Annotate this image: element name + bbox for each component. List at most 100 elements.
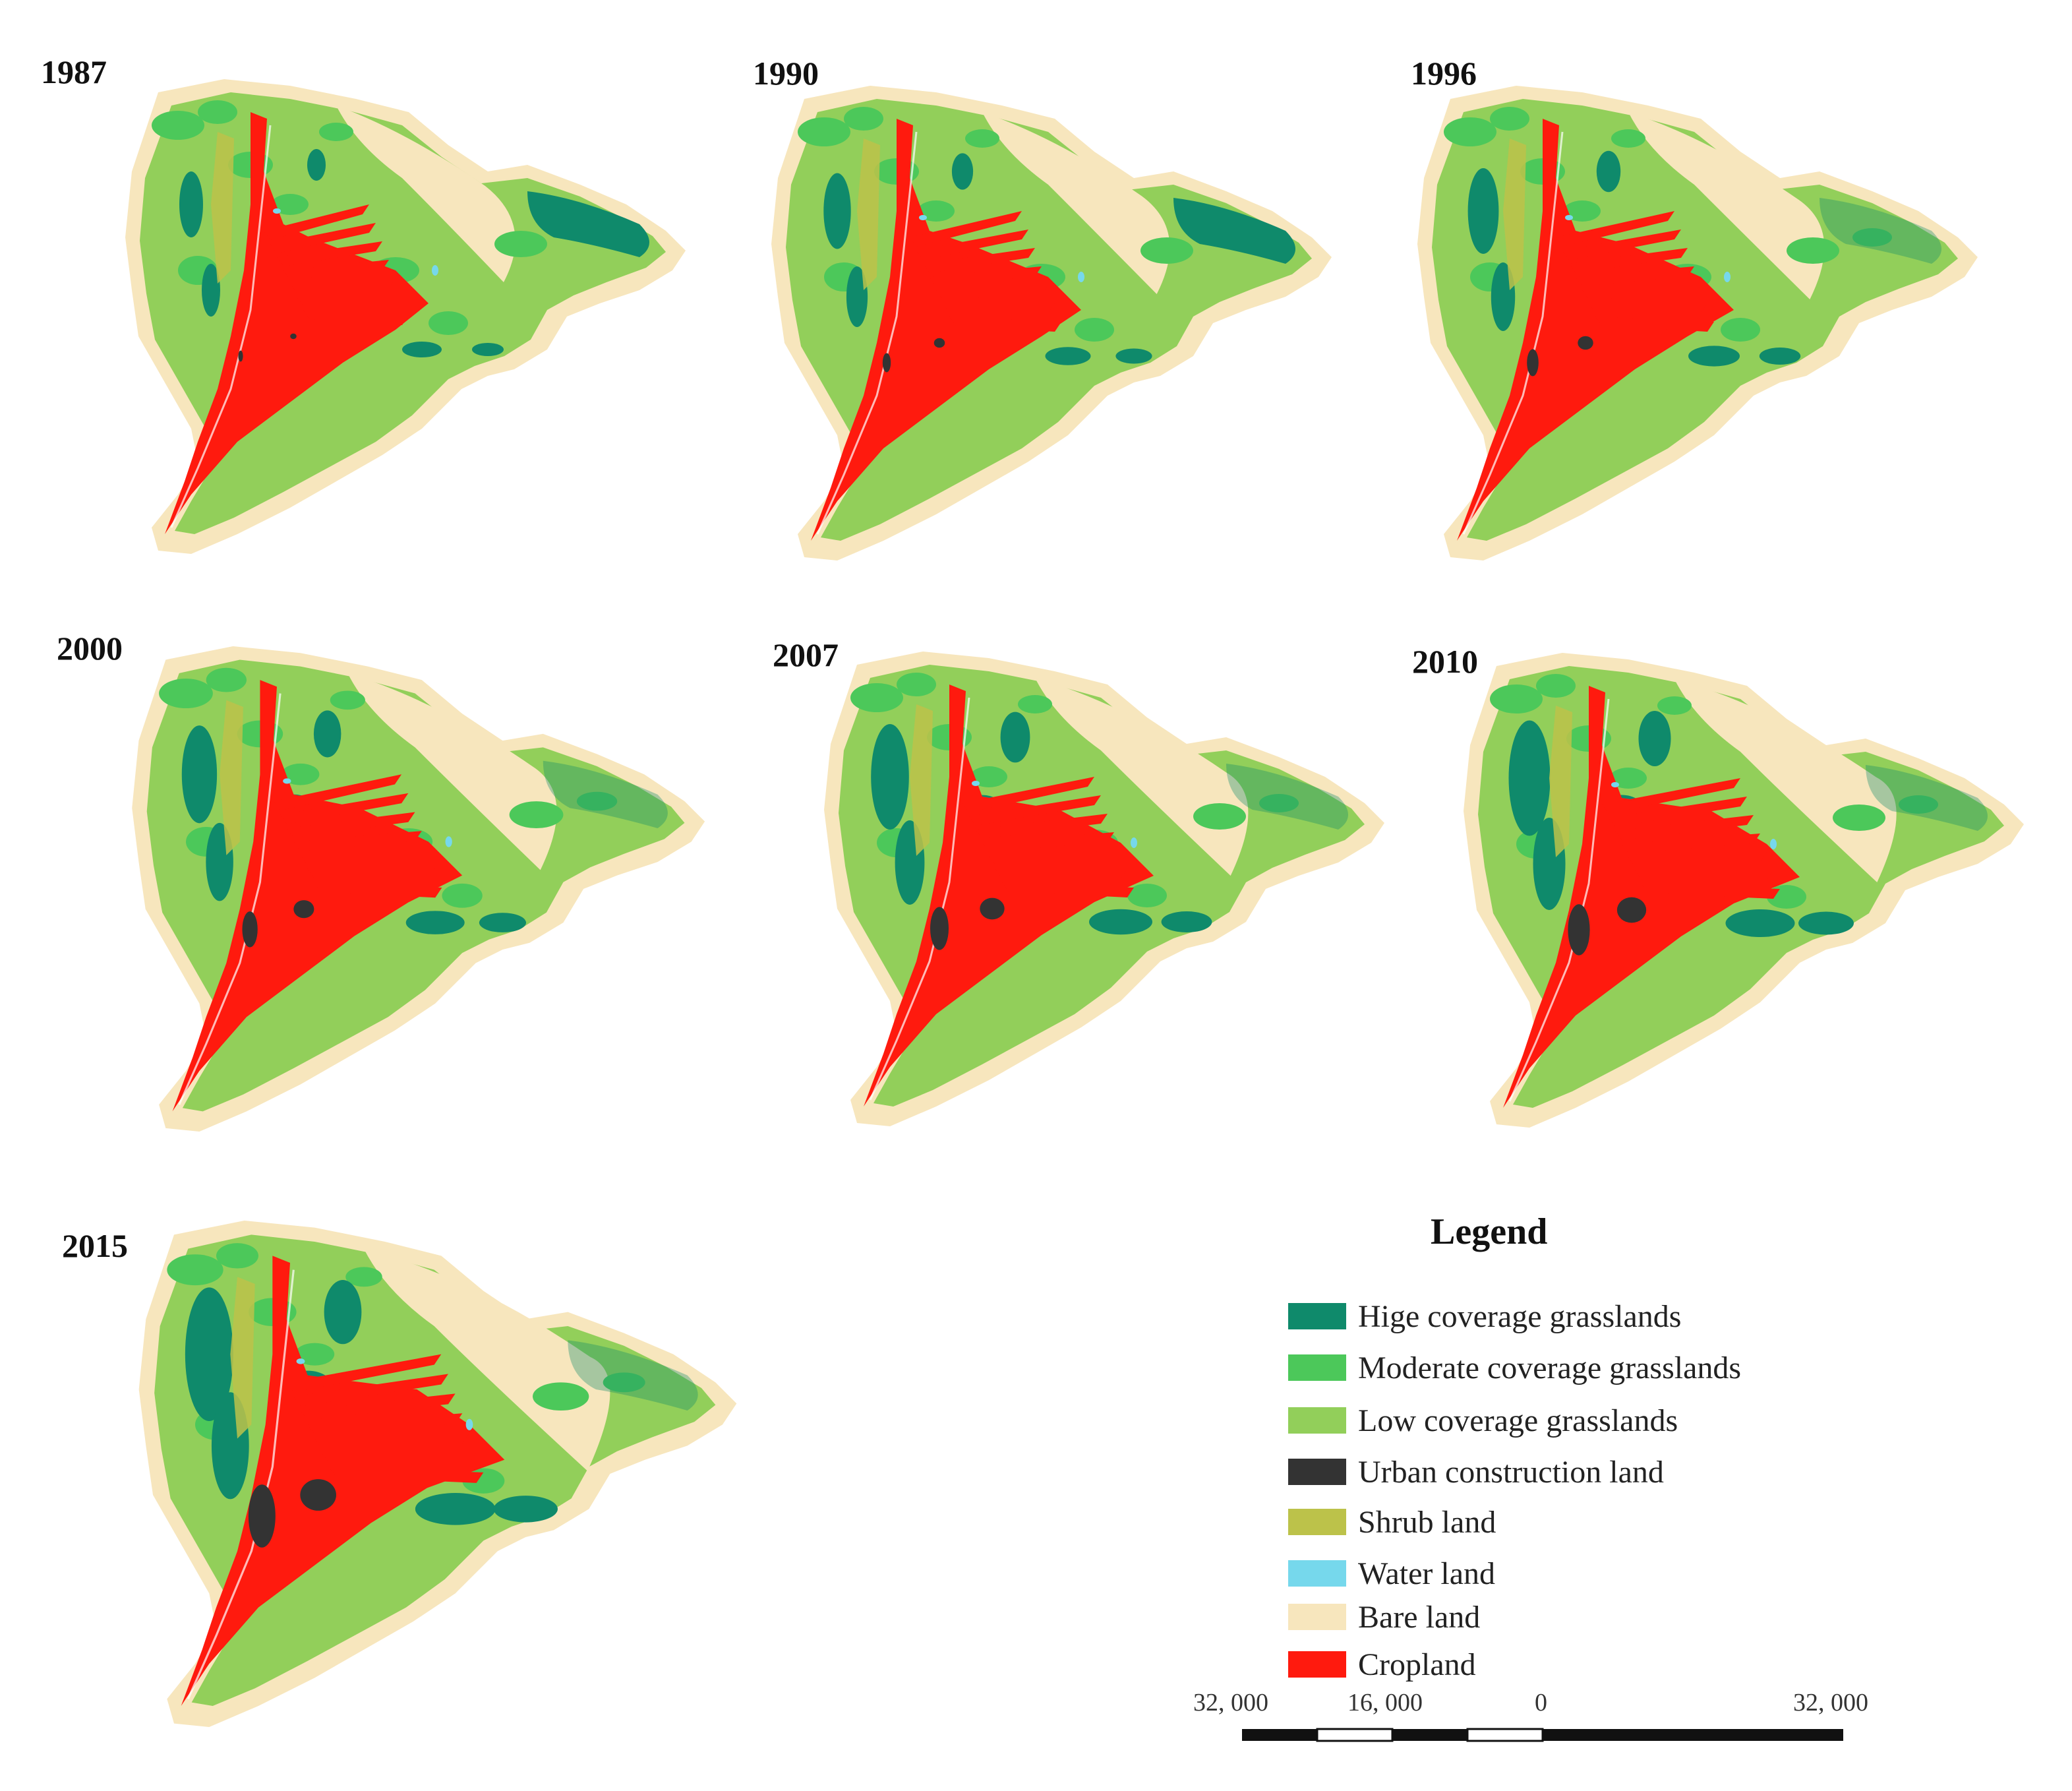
shrub-land-strip xyxy=(1503,138,1526,290)
moderate-grassland-patch xyxy=(295,1343,335,1366)
cropland-region xyxy=(165,112,429,534)
moderate-grassland-patch xyxy=(509,801,564,828)
moderate-grassland-patch xyxy=(1490,107,1529,131)
moderate-grassland-patch xyxy=(319,123,353,141)
water-spot xyxy=(432,265,438,276)
legend: Legend Hige coverage grasslands Moderate… xyxy=(1279,1213,1938,1715)
moderate-grassland-patch xyxy=(918,200,955,222)
high-grassland-patch xyxy=(307,149,326,181)
urban-area xyxy=(1568,904,1590,956)
moderate-grassland-patch xyxy=(1611,129,1645,148)
high-grassland-east xyxy=(1866,765,1988,831)
water-spot xyxy=(1770,839,1777,849)
cropland-finger xyxy=(936,285,1048,299)
bare-land-patch xyxy=(982,112,1170,294)
moderate-grassland-patch xyxy=(442,883,483,908)
high-grassland-patch xyxy=(1688,346,1740,367)
high-grassland-patch xyxy=(1161,911,1212,932)
moderate-grassland-patch xyxy=(330,690,365,710)
shrub-land-strip xyxy=(857,138,880,290)
high-grassland-east xyxy=(1226,764,1348,830)
high-grassland-patch xyxy=(179,171,203,237)
legend-item-high-grassland: Hige coverage grasslands xyxy=(1288,1298,1681,1335)
cropland-finger xyxy=(287,812,415,838)
moderate-grassland-patch xyxy=(1140,237,1193,264)
land-use-map xyxy=(138,1221,737,1727)
bare-land-patch xyxy=(1628,112,1825,299)
water-spot xyxy=(296,1358,305,1364)
cropland-finger xyxy=(1602,778,1740,814)
moderate-grassland-patch xyxy=(970,766,1007,787)
year-label: 2015 xyxy=(62,1227,128,1264)
cropland-finger xyxy=(923,248,1035,273)
cropland-finger xyxy=(303,310,409,325)
moderate-grassland-patch xyxy=(1018,695,1052,713)
high-grassland-patch xyxy=(951,153,974,190)
cropland-finger xyxy=(1576,266,1694,286)
cropland-finger xyxy=(283,260,389,280)
cropland-region xyxy=(811,119,1081,541)
moderate-grassland-patch xyxy=(198,100,237,124)
legend-label: Cropland xyxy=(1358,1647,1476,1682)
cropland-finger xyxy=(314,1433,469,1449)
cropland-finger xyxy=(1642,884,1780,899)
legend-item-urban: Urban construction land xyxy=(1288,1453,1664,1490)
cropland-finger xyxy=(273,774,402,811)
legend-item-shrub: Shrub land xyxy=(1288,1503,1496,1540)
moderate-grassland-patch xyxy=(494,231,547,257)
cropland-finger xyxy=(328,1467,484,1483)
legend-label: Low coverage grasslands xyxy=(1358,1403,1678,1438)
cropland-region xyxy=(172,680,463,1112)
high-grassland-patch xyxy=(1508,720,1551,836)
scale-label: 32, 000 xyxy=(1793,1689,1868,1716)
legend-swatch xyxy=(1288,1459,1346,1485)
high-grassland-patch xyxy=(324,1280,362,1345)
cropland-finger xyxy=(314,882,442,898)
high-grassland-patch xyxy=(1467,168,1499,254)
river-line xyxy=(170,125,272,528)
urban-area xyxy=(290,333,297,340)
cropland-finger xyxy=(995,869,1127,879)
high-grassland-patch xyxy=(1000,712,1030,763)
cropland-finger xyxy=(277,241,382,266)
moderate-grassland-patch xyxy=(798,117,850,146)
cropland-region xyxy=(864,684,1154,1107)
scale-segment-white xyxy=(1316,1728,1394,1742)
urban-area xyxy=(1616,897,1647,923)
moderate-grassland-patch xyxy=(1787,237,1839,264)
moderate-grassland-patch xyxy=(152,111,204,140)
year-label: 2010 xyxy=(1412,643,1478,680)
high-grassland-patch xyxy=(313,710,341,758)
scale-label: 0 xyxy=(1535,1689,1547,1716)
high-grassland-east xyxy=(568,1340,698,1411)
legend-swatch xyxy=(1288,1604,1346,1630)
moderate-grassland-patch xyxy=(533,1382,589,1411)
high-grassland-patch xyxy=(871,724,909,830)
year-label: 1996 xyxy=(1411,55,1477,92)
high-grassland-patch xyxy=(202,264,220,317)
shrub-land-strip xyxy=(910,704,933,856)
legend-label: Urban construction land xyxy=(1358,1454,1664,1490)
high-grassland-patch xyxy=(405,911,465,934)
moderate-grassland-patch xyxy=(216,1243,258,1269)
moderate-grassland-patch xyxy=(1721,318,1760,342)
cropland-finger xyxy=(293,1374,448,1407)
cropland-finger xyxy=(297,297,402,307)
moderate-grassland-patch xyxy=(1852,228,1892,247)
high-grassland-patch xyxy=(1638,711,1671,766)
cropland-finger xyxy=(300,849,429,865)
high-grassland-east xyxy=(527,191,649,257)
cropland-finger xyxy=(962,777,1094,812)
high-grassland-east xyxy=(1173,198,1295,264)
cropland-finger xyxy=(982,832,1114,852)
cropland-finger xyxy=(989,851,1121,865)
cropland-finger xyxy=(1562,229,1681,260)
moderate-grassland-patch xyxy=(965,129,999,148)
legend-swatch xyxy=(1288,1354,1346,1381)
legend-swatch xyxy=(1288,1303,1346,1329)
cropland-finger xyxy=(286,1354,442,1393)
moderate-grassland-patch xyxy=(272,194,309,215)
moderate-grassland-patch xyxy=(850,683,903,712)
high-grassland-patch xyxy=(1115,348,1152,364)
urban-area xyxy=(882,353,891,373)
